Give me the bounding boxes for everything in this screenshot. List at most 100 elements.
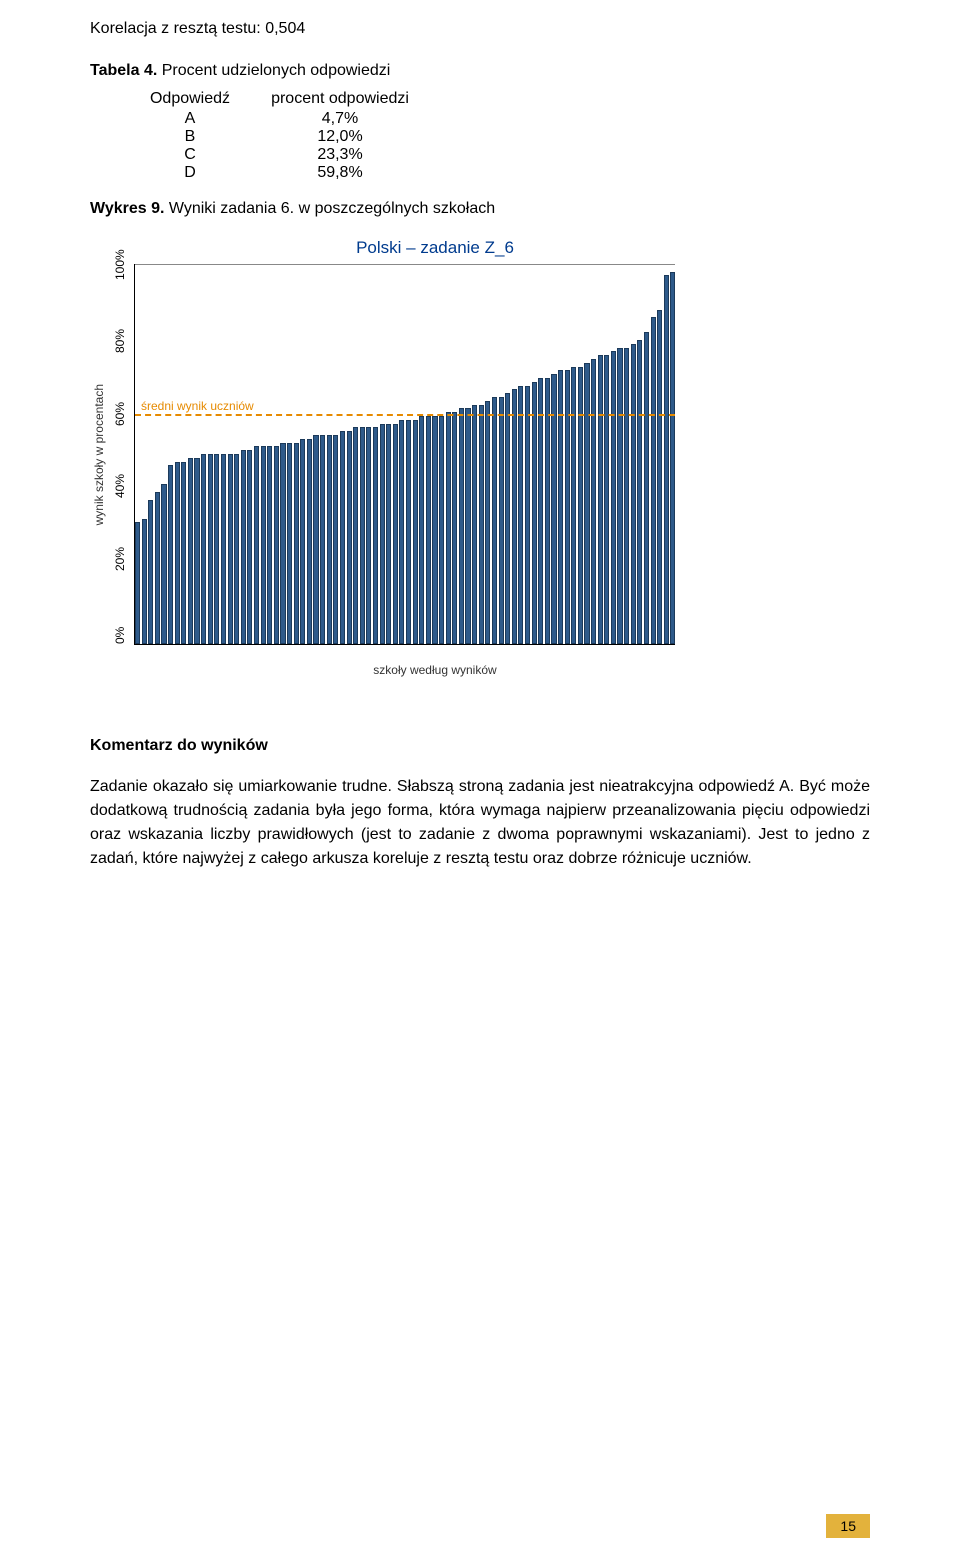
page: Korelacja z resztą testu: 0,504 Tabela 4… xyxy=(0,0,960,1566)
bar xyxy=(452,412,457,644)
y-tick: 40% xyxy=(112,482,128,498)
bar xyxy=(254,446,259,644)
bar xyxy=(439,416,444,644)
bar xyxy=(492,397,497,644)
bar xyxy=(201,454,206,644)
bar xyxy=(386,424,391,644)
bar xyxy=(221,454,226,644)
bar xyxy=(267,446,272,644)
bar xyxy=(604,355,609,644)
correlation-label: Korelacja z resztą testu: xyxy=(90,20,261,37)
chart: Polski – zadanie Z_6 wynik szkoły w proc… xyxy=(90,238,710,677)
cell-label: B xyxy=(130,128,250,146)
table-caption: Tabela 4. Procent udzielonych odpowiedzi xyxy=(90,62,870,80)
bar xyxy=(399,420,404,644)
bar xyxy=(657,310,662,644)
y-tick: 60% xyxy=(112,410,128,426)
bar xyxy=(545,378,550,644)
bar xyxy=(234,454,239,644)
chart-body: wynik szkoły w procentach 100% 80% 60% 4… xyxy=(90,264,710,645)
bar xyxy=(320,435,325,644)
bar xyxy=(558,370,563,644)
bar xyxy=(366,427,371,644)
bar xyxy=(380,424,385,644)
comment-body: Zadanie okazało się umiarkowanie trudne.… xyxy=(90,775,870,871)
cell-value: 59,8% xyxy=(250,164,430,182)
chart-caption-text1: Wyniki zadania 6. xyxy=(169,200,294,217)
bar xyxy=(432,416,437,644)
bar xyxy=(565,370,570,644)
correlation-line: Korelacja z resztą testu: 0,504 xyxy=(90,20,870,38)
bar xyxy=(175,462,180,644)
bar xyxy=(571,367,576,644)
bar xyxy=(161,484,166,644)
bar xyxy=(287,443,292,644)
cell-value: 23,3% xyxy=(250,146,430,164)
bar xyxy=(591,359,596,644)
bar xyxy=(168,465,173,644)
y-tick: 80% xyxy=(112,337,128,353)
page-number: 15 xyxy=(826,1514,870,1538)
bar xyxy=(214,454,219,644)
bar xyxy=(327,435,332,644)
bar xyxy=(294,443,299,644)
bar xyxy=(664,275,669,644)
cell-label: A xyxy=(130,110,250,128)
bar xyxy=(142,519,147,644)
bar xyxy=(313,435,318,644)
bar xyxy=(617,348,622,644)
y-tick: 20% xyxy=(112,555,128,571)
reference-line-label: średni wynik uczniów xyxy=(141,399,254,413)
bar xyxy=(512,389,517,644)
chart-title: Polski – zadanie Z_6 xyxy=(160,238,710,258)
bar xyxy=(247,450,252,644)
bar xyxy=(333,435,338,644)
bar xyxy=(347,431,352,644)
bar xyxy=(419,416,424,644)
cell-label: C xyxy=(130,146,250,164)
bar xyxy=(413,420,418,644)
bar xyxy=(611,351,616,644)
bar xyxy=(631,344,636,644)
table-row: B 12,0% xyxy=(130,128,430,146)
y-tick: 100% xyxy=(112,264,128,280)
y-axis-label: wynik szkoły w procentach xyxy=(90,384,108,525)
bar xyxy=(465,408,470,644)
bar xyxy=(228,454,233,644)
col-header-percent: procent odpowiedzi xyxy=(250,90,430,108)
bar xyxy=(274,446,279,644)
bar xyxy=(135,522,140,644)
table-row: D 59,8% xyxy=(130,164,430,182)
bar xyxy=(485,401,490,644)
bar xyxy=(280,443,285,644)
bar xyxy=(499,397,504,644)
bar xyxy=(406,420,411,644)
chart-caption: Wykres 9. Wyniki zadania 6. w poszczegól… xyxy=(90,200,870,218)
bar xyxy=(624,348,629,644)
bar xyxy=(479,405,484,644)
bar xyxy=(300,439,305,644)
bar xyxy=(340,431,345,644)
bar xyxy=(208,454,213,644)
bar xyxy=(241,450,246,644)
bar xyxy=(393,424,398,644)
chart-caption-prefix: Wykres 9. xyxy=(90,200,164,217)
bar xyxy=(525,386,530,644)
bar xyxy=(505,393,510,644)
bar xyxy=(637,340,642,644)
correlation-value: 0,504 xyxy=(265,20,305,37)
table-caption-text: Procent udzielonych odpowiedzi xyxy=(162,62,391,79)
y-ticks: 100% 80% 60% 40% 20% 0% xyxy=(112,264,134,644)
bar xyxy=(651,317,656,644)
bar xyxy=(155,492,160,644)
bars-container xyxy=(135,264,675,644)
bar xyxy=(532,382,537,644)
reference-line xyxy=(135,414,675,416)
bar xyxy=(459,408,464,644)
bar xyxy=(261,446,266,644)
response-table: Odpowiedź procent odpowiedzi A 4,7% B 12… xyxy=(130,90,430,182)
bar xyxy=(373,427,378,644)
col-header-answer: Odpowiedź xyxy=(130,90,250,108)
bar xyxy=(148,500,153,644)
bar xyxy=(538,378,543,644)
